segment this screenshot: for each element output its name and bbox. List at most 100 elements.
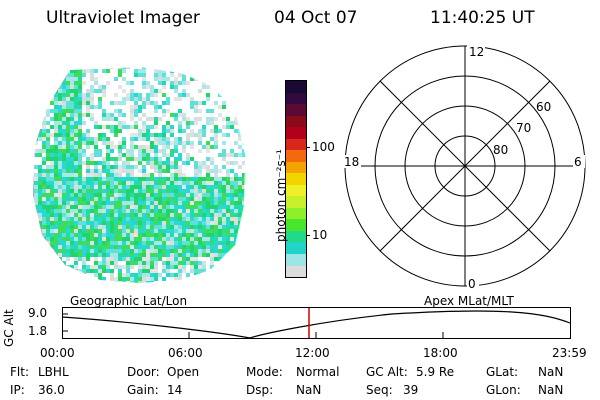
auroral-pixel xyxy=(126,221,130,225)
auroral-pixel xyxy=(214,173,218,177)
auroral-pixel xyxy=(238,209,242,213)
auroral-pixel xyxy=(214,221,218,225)
auroral-pixel xyxy=(34,149,38,153)
auroral-pixel xyxy=(138,245,142,249)
auroral-pixel xyxy=(50,189,54,193)
auroral-pixel xyxy=(118,201,122,205)
auroral-pixel xyxy=(146,173,150,177)
auroral-pixel xyxy=(222,245,226,249)
auroral-pixel xyxy=(166,217,170,221)
auroral-pixel xyxy=(198,225,202,229)
auroral-pixel xyxy=(206,169,210,173)
auroral-pixel xyxy=(178,97,182,101)
auroral-pixel xyxy=(146,261,150,265)
auroral-pixel xyxy=(190,277,194,281)
auroral-pixel xyxy=(33,245,34,249)
auroral-pixel xyxy=(82,217,86,221)
auroral-pixel xyxy=(82,261,86,265)
auroral-pixel xyxy=(242,277,245,281)
auroral-pixel xyxy=(190,237,194,241)
auroral-pixel xyxy=(194,261,198,265)
auroral-pixel xyxy=(82,273,86,277)
auroral-pixel xyxy=(246,117,250,121)
auroral-pixel xyxy=(222,213,226,217)
auroral-image xyxy=(33,67,250,283)
auroral-pixel xyxy=(158,225,162,229)
auroral-pixel xyxy=(33,177,34,181)
auroral-pixel xyxy=(170,217,174,221)
auroral-pixel xyxy=(202,161,206,165)
auroral-pixel xyxy=(94,221,98,225)
auroral-pixel xyxy=(58,233,62,237)
auroral-pixel xyxy=(206,217,210,221)
auroral-pixel xyxy=(226,209,230,213)
auroral-pixel xyxy=(134,197,138,201)
auroral-pixel xyxy=(90,237,94,241)
auroral-pixel xyxy=(178,193,182,197)
auroral-pixel xyxy=(174,137,178,141)
auroral-pixel xyxy=(70,221,74,225)
auroral-pixel xyxy=(182,93,186,97)
colorbar-band xyxy=(286,196,306,208)
auroral-pixel xyxy=(218,169,222,173)
auroral-pixel xyxy=(158,205,162,209)
auroral-pixel xyxy=(34,201,38,205)
auroral-pixel xyxy=(42,141,46,145)
auroral-pixel xyxy=(66,69,70,73)
auroral-pixel xyxy=(106,141,110,145)
auroral-pixel xyxy=(166,97,170,101)
auroral-pixel xyxy=(102,109,106,113)
auroral-pixel xyxy=(222,265,226,269)
auroral-pixel xyxy=(118,129,122,133)
auroral-pixel xyxy=(130,265,134,269)
auroral-pixel xyxy=(150,189,154,193)
auroral-pixel xyxy=(206,121,210,125)
auroral-pixel xyxy=(42,217,46,221)
auroral-pixel xyxy=(70,209,74,213)
auroral-pixel xyxy=(218,113,222,117)
auroral-pixel xyxy=(94,257,98,261)
auroral-pixel xyxy=(54,153,58,157)
auroral-pixel xyxy=(182,77,186,81)
auroral-pixel xyxy=(194,213,198,217)
auroral-pixel xyxy=(218,105,222,109)
auroral-pixel xyxy=(34,97,38,101)
auroral-pixel xyxy=(122,165,126,169)
auroral-pixel xyxy=(206,273,210,277)
auroral-pixel xyxy=(234,105,238,109)
auroral-pixel xyxy=(50,157,54,161)
auroral-pixel xyxy=(182,205,186,209)
auroral-pixel xyxy=(62,133,66,137)
auroral-pixel xyxy=(154,121,158,125)
auroral-pixel xyxy=(162,113,166,117)
auroral-pixel xyxy=(166,109,170,113)
auroral-pixel xyxy=(70,249,74,253)
auroral-pixel xyxy=(150,229,154,233)
auroral-pixel xyxy=(42,261,46,265)
auroral-pixel xyxy=(98,273,102,277)
auroral-pixel xyxy=(246,113,250,117)
auroral-pixel xyxy=(58,153,62,157)
auroral-pixel xyxy=(74,157,78,161)
auroral-pixel xyxy=(150,165,154,169)
auroral-pixel xyxy=(202,129,206,133)
auroral-pixel xyxy=(242,229,245,233)
auroral-pixel xyxy=(126,181,130,185)
auroral-pixel xyxy=(110,169,114,173)
auroral-pixel xyxy=(54,161,58,165)
auroral-pixel xyxy=(98,249,102,253)
auroral-pixel xyxy=(162,225,166,229)
auroral-pixel xyxy=(46,121,50,125)
auroral-pixel xyxy=(158,161,162,165)
auroral-pixel xyxy=(54,177,58,181)
colorbar-band xyxy=(286,219,306,231)
auroral-pixel xyxy=(138,169,142,173)
auroral-pixel xyxy=(58,133,62,137)
auroral-pixel xyxy=(150,193,154,197)
auroral-pixel xyxy=(154,201,158,205)
auroral-pixel xyxy=(162,69,166,73)
auroral-pixel xyxy=(118,177,122,181)
auroral-pixel xyxy=(134,185,138,189)
auroral-pixel xyxy=(174,225,178,229)
auroral-pixel xyxy=(234,281,238,283)
